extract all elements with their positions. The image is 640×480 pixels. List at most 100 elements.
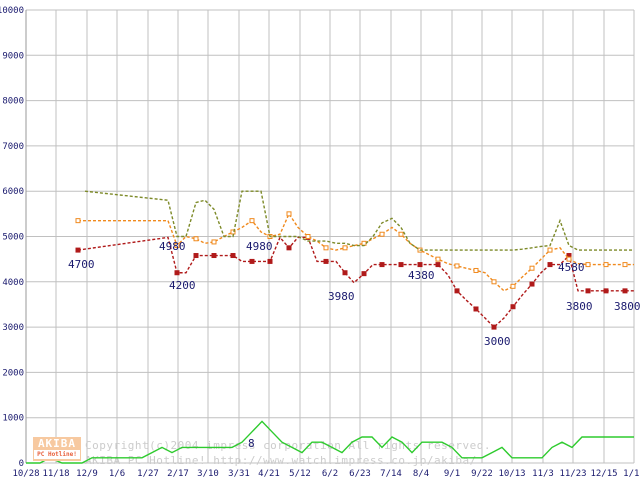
data-point-marker	[566, 256, 572, 262]
data-point-marker	[491, 324, 497, 330]
data-point-marker	[529, 265, 535, 271]
data-point-marker	[323, 258, 329, 264]
data-point-marker	[417, 262, 423, 268]
data-point-labels: 4700 4980 4200 4980 3980 4380 3000 4580 3800 3800…	[68, 240, 640, 450]
y-tick-2000: 2000	[2, 368, 24, 378]
data-point-marker	[622, 288, 628, 294]
x-tick-3-31: 3/31	[228, 469, 250, 479]
label-3000: 3000	[484, 335, 511, 348]
data-point-marker	[211, 253, 217, 259]
y-tick-1000: 1000	[2, 414, 24, 424]
x-tick-11-18: 11/18	[42, 469, 69, 479]
data-point-marker	[585, 288, 591, 294]
data-point-marker	[211, 239, 217, 245]
data-point-marker	[529, 281, 535, 287]
x-tick-12-15: 12/15	[590, 469, 617, 479]
x-tick-4-21: 4/21	[258, 469, 280, 479]
label-4200: 4200	[169, 279, 196, 292]
series-line-minimum-price	[77, 236, 634, 329]
data-point-marker	[454, 288, 460, 294]
akiba-pc-hotline-logo: AKIBA PC Hotline!	[33, 437, 81, 461]
data-point-marker	[286, 245, 292, 251]
x-axis-tick-labels: 10/28 11/18 12/9 1/6 1/27 2/17 3/10 3/31 4/21 5/1…	[12, 469, 640, 479]
data-point-marker	[435, 256, 441, 262]
data-point-marker	[323, 245, 329, 251]
label-4380: 4380	[408, 269, 435, 282]
x-tick-10-13: 10/13	[498, 469, 525, 479]
x-tick-7-14: 7/14	[380, 469, 402, 479]
data-point-marker	[379, 231, 385, 237]
series-line-average-price	[78, 212, 634, 292]
data-point-marker	[174, 270, 180, 276]
data-point-marker	[398, 262, 404, 268]
data-point-marker	[398, 231, 404, 237]
data-point-marker	[510, 283, 516, 289]
data-point-marker	[249, 258, 255, 264]
y-axis-tick-labels: 0 1000 2000 3000 4000 5000 6000 7000 8000 9000 100…	[0, 6, 24, 469]
data-point-marker	[585, 262, 591, 268]
y-tick-10000: 10000	[0, 6, 24, 16]
label-3800-left: 3800	[566, 300, 593, 313]
data-point-marker	[193, 236, 199, 242]
label-3980: 3980	[328, 290, 355, 303]
x-tick-12-9: 12/9	[76, 469, 98, 479]
logo-title: AKIBA	[37, 437, 77, 450]
x-tick-11-23: 11/23	[559, 469, 586, 479]
series-minimum-price	[75, 234, 634, 330]
data-point-marker	[547, 262, 553, 268]
data-point-marker	[473, 306, 479, 312]
label-4980-right: 4980	[246, 240, 273, 253]
data-point-marker	[286, 211, 292, 217]
data-point-marker	[622, 262, 628, 268]
y-tick-4000: 4000	[2, 278, 24, 288]
data-point-marker	[174, 243, 180, 249]
data-point-marker	[603, 262, 609, 268]
series-line-shop-count	[26, 420, 634, 464]
y-tick-7000: 7000	[2, 142, 24, 152]
data-point-marker	[75, 218, 81, 224]
x-tick-6-23: 6/23	[349, 469, 371, 479]
series-shop-count	[26, 420, 634, 464]
x-tick-3-10: 3/10	[197, 469, 219, 479]
label-peak-count: 8	[248, 437, 255, 450]
data-point-marker	[473, 267, 479, 273]
data-point-marker	[603, 288, 609, 294]
data-point-marker	[379, 262, 385, 268]
x-tick-11-3: 11/3	[532, 469, 554, 479]
data-point-marker	[305, 234, 311, 239]
label-4700: 4700	[68, 258, 95, 271]
data-point-marker	[342, 270, 348, 276]
x-tick-2-17: 2/17	[167, 469, 189, 479]
x-tick-5-12: 5/12	[289, 469, 311, 479]
watermark-text-layer: Copyright(c)2004 impress corporation All…	[85, 439, 491, 467]
data-point-marker	[342, 245, 348, 251]
series-layer	[26, 190, 634, 464]
label-4980-left: 4980	[159, 240, 186, 253]
data-point-marker	[193, 253, 199, 259]
x-tick-9-22: 9/22	[471, 469, 493, 479]
x-tick-1-12: 1/12	[623, 469, 640, 479]
data-point-marker	[491, 279, 497, 285]
y-tick-5000: 5000	[2, 233, 24, 243]
logo-subtitle: PC Hotline!	[34, 450, 80, 459]
data-point-marker	[249, 218, 255, 224]
y-tick-9000: 9000	[2, 51, 24, 61]
x-tick-10-28: 10/28	[12, 469, 39, 479]
x-tick-6-2: 6/2	[322, 469, 338, 479]
gridlines	[25, 9, 635, 464]
x-tick-1-27: 1/27	[137, 469, 159, 479]
data-point-marker	[454, 263, 460, 269]
data-point-marker	[230, 253, 236, 259]
label-4580: 4580	[558, 261, 585, 274]
data-point-marker	[267, 258, 273, 264]
watermark-line-2: AKIBA PC Hotline! http://www.watch.impre…	[85, 454, 477, 467]
data-point-marker	[510, 304, 516, 310]
x-tick-1-6: 1/6	[109, 469, 125, 479]
data-point-marker	[435, 262, 441, 268]
y-tick-8000: 8000	[2, 97, 24, 107]
y-tick-6000: 6000	[2, 187, 24, 197]
label-3800-right: 3800	[614, 300, 640, 313]
x-tick-9-1: 9/1	[444, 469, 460, 479]
